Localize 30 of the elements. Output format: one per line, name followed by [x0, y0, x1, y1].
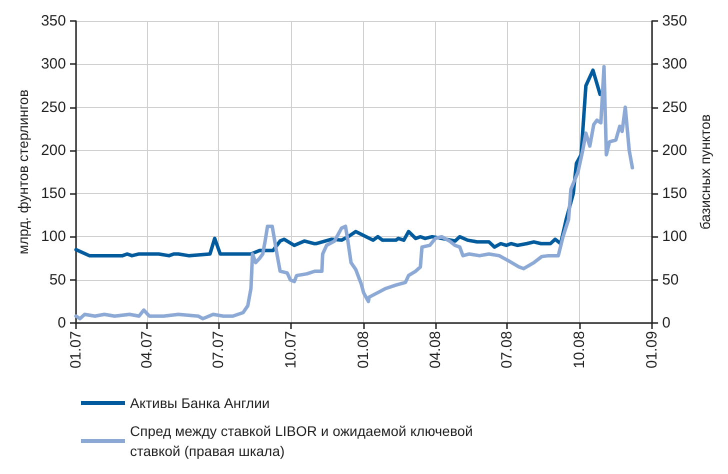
- x-tick-label: 04.07: [138, 331, 156, 369]
- y2-axis-title: базисных пунктов: [697, 114, 713, 230]
- y-tick-label: 300: [40, 56, 66, 73]
- y2-tick-label: 100: [662, 228, 688, 246]
- x-tick-label: 01.08: [355, 331, 372, 369]
- x-tick-label: 07.07: [210, 331, 228, 369]
- line-series: [74, 64, 634, 320]
- y2-tick-label: 350: [662, 12, 688, 30]
- x-tick-label: 01.09: [644, 331, 661, 369]
- y-axis-title: млрд. фунтов стерлингов: [15, 90, 32, 254]
- legend-label: Спред между ставкой LIBOR и ожидаемой ключевой ставкой (правая шкала): [130, 423, 477, 459]
- y-tick-label: 250: [40, 98, 66, 116]
- y-tick-label: 0: [58, 314, 66, 332]
- y-tick-label: 100: [40, 228, 66, 246]
- y2-tick-label: 250: [662, 98, 688, 116]
- y2-tick-label: 0: [662, 314, 670, 332]
- x-tick-label: 04.08: [426, 331, 444, 369]
- y2-tick-label: 300: [662, 56, 688, 73]
- x-tick-label: 10.07: [282, 331, 300, 369]
- y2-tick-label: 150: [662, 185, 688, 202]
- y2-tick-label: 50: [662, 271, 679, 288]
- y-tick-label: 150: [40, 185, 66, 202]
- legend-label: Активы Банка Англии: [130, 395, 270, 411]
- x-tick-label: 10.08: [571, 331, 588, 369]
- y-tick-label: 350: [40, 12, 66, 30]
- y-tick-label: 50: [49, 271, 66, 288]
- x-tick-label: 07.08: [498, 331, 516, 369]
- x-tick-label: 01.07: [68, 331, 84, 369]
- y-tick-label: 200: [40, 142, 66, 159]
- y2-tick-label: 200: [662, 142, 688, 159]
